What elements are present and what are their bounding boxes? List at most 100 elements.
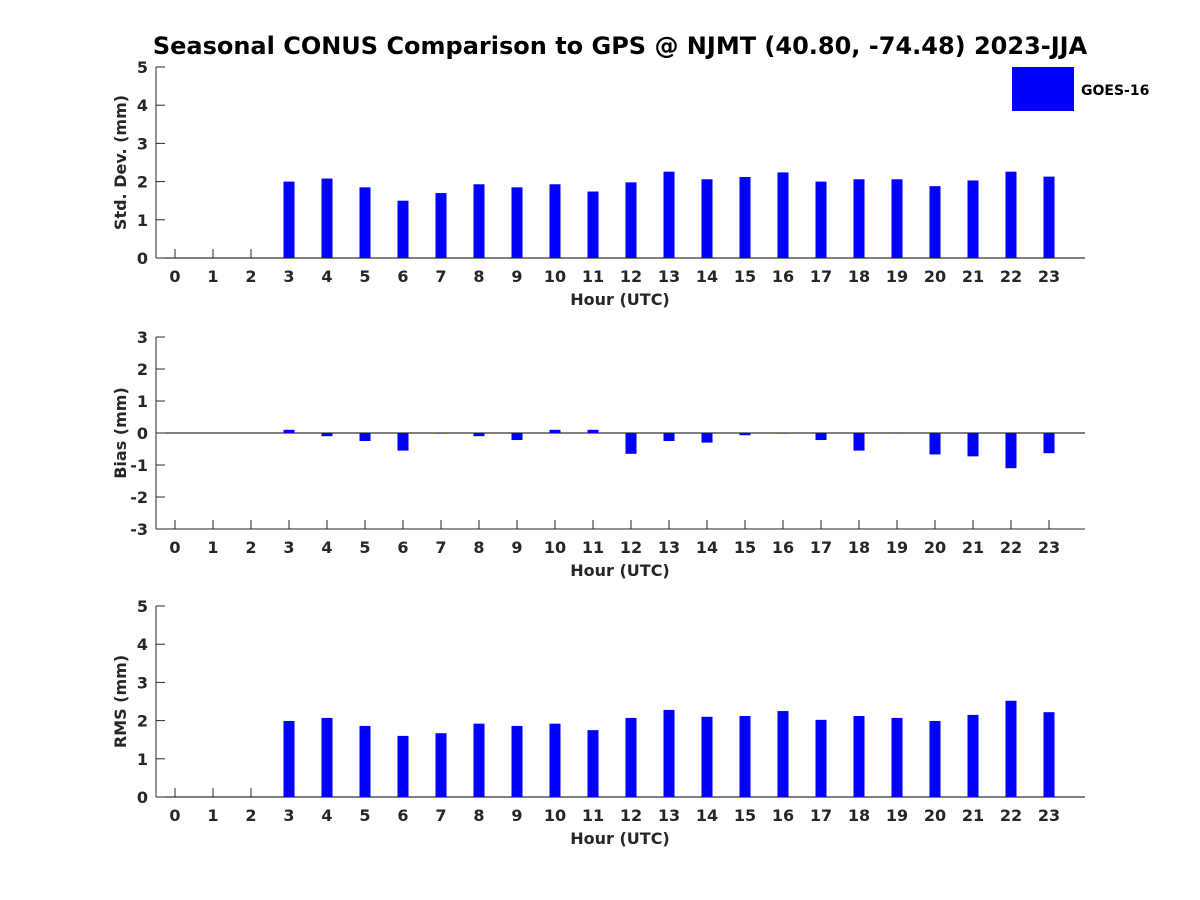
- bar-hour-11: [587, 191, 599, 258]
- bar-hour-3: [283, 720, 295, 797]
- x-tick-label: 13: [658, 538, 680, 557]
- x-tick-label: 6: [397, 538, 408, 557]
- x-tick-label: 16: [772, 267, 794, 286]
- x-tick-label: 21: [962, 538, 984, 557]
- bar-hour-23: [1043, 712, 1055, 797]
- bar-hour-21: [967, 433, 979, 457]
- bar-hour-13: [663, 709, 675, 797]
- x-tick-label: 16: [772, 538, 794, 557]
- y-axis-label: RMS (mm): [111, 655, 130, 748]
- x-tick-label: 9: [511, 538, 522, 557]
- bar-hour-15: [739, 433, 751, 436]
- y-tick-label: -2: [130, 488, 148, 507]
- x-tick-label: 10: [544, 806, 566, 825]
- bar-hour-18: [853, 433, 865, 451]
- bar-hour-3: [283, 181, 295, 258]
- x-tick-label: 12: [620, 538, 642, 557]
- bar-hour-10: [549, 184, 561, 258]
- bar-hour-17: [815, 433, 827, 441]
- x-tick-label: 1: [207, 267, 218, 286]
- x-tick-label: 11: [582, 806, 604, 825]
- bar-hour-13: [663, 171, 675, 258]
- x-axis-label: Hour (UTC): [570, 290, 670, 309]
- bar-hour-22: [1005, 171, 1017, 258]
- y-tick-label: 1: [137, 750, 148, 769]
- y-tick-label: -3: [130, 520, 148, 539]
- bar-hour-23: [1043, 176, 1055, 258]
- x-tick-label: 4: [321, 267, 332, 286]
- x-tick-label: 0: [169, 806, 180, 825]
- x-tick-label: 12: [620, 806, 642, 825]
- bar-hour-22: [1005, 433, 1017, 469]
- bar-hour-10: [549, 723, 561, 797]
- x-tick-label: 2: [245, 538, 256, 557]
- y-tick-label: 3: [137, 673, 148, 692]
- x-tick-label: 17: [810, 538, 832, 557]
- bar-hour-19: [891, 433, 903, 434]
- x-tick-label: 2: [245, 267, 256, 286]
- bar-hour-9: [511, 433, 523, 441]
- x-tick-label: 5: [359, 267, 370, 286]
- x-tick-label: 7: [435, 538, 446, 557]
- bar-hour-12: [625, 182, 637, 258]
- bar-hour-8: [473, 433, 485, 437]
- x-tick-label: 0: [169, 267, 180, 286]
- y-tick-label: 0: [137, 249, 148, 268]
- x-tick-label: 18: [848, 267, 870, 286]
- bar-hour-11: [587, 730, 599, 797]
- x-tick-label: 21: [962, 806, 984, 825]
- x-tick-label: 12: [620, 267, 642, 286]
- x-tick-label: 15: [734, 538, 756, 557]
- bar-hour-19: [891, 717, 903, 797]
- bar-hour-20: [929, 433, 941, 455]
- y-tick-label: 4: [137, 96, 148, 115]
- bar-hour-16: [777, 172, 789, 258]
- bar-hour-17: [815, 719, 827, 797]
- x-tick-label: 1: [207, 538, 218, 557]
- y-tick-label: 2: [137, 173, 148, 192]
- x-tick-label: 22: [1000, 267, 1022, 286]
- bar-hour-7: [435, 193, 447, 258]
- x-tick-label: 20: [924, 538, 946, 557]
- bar-hour-8: [473, 723, 485, 797]
- bar-hour-21: [967, 180, 979, 258]
- bar-hour-18: [853, 716, 865, 797]
- x-tick-label: 19: [886, 267, 908, 286]
- x-tick-label: 5: [359, 538, 370, 557]
- y-tick-label: 0: [137, 788, 148, 807]
- x-tick-label: 3: [283, 267, 294, 286]
- bar-hour-9: [511, 725, 523, 797]
- y-tick-label: 5: [137, 597, 148, 616]
- bar-hour-14: [701, 716, 713, 797]
- x-tick-label: 9: [511, 267, 522, 286]
- legend-swatch-goes-16: [1012, 67, 1074, 111]
- y-tick-label: 3: [137, 328, 148, 347]
- bar-hour-19: [891, 179, 903, 258]
- x-tick-label: 20: [924, 267, 946, 286]
- y-tick-label: -1: [130, 456, 148, 475]
- bar-hour-15: [739, 177, 751, 258]
- y-axis-label: Bias (mm): [111, 387, 130, 479]
- bar-hour-5: [359, 725, 371, 797]
- bar-hour-20: [929, 186, 941, 258]
- x-tick-label: 20: [924, 806, 946, 825]
- x-tick-label: 8: [473, 806, 484, 825]
- x-tick-label: 14: [696, 806, 718, 825]
- bar-hour-23: [1043, 433, 1055, 454]
- x-tick-label: 10: [544, 538, 566, 557]
- bar-hour-21: [967, 714, 979, 797]
- x-tick-label: 5: [359, 806, 370, 825]
- x-tick-label: 6: [397, 267, 408, 286]
- y-tick-label: 0: [137, 424, 148, 443]
- x-tick-label: 0: [169, 538, 180, 557]
- x-tick-label: 13: [658, 806, 680, 825]
- x-tick-label: 9: [511, 806, 522, 825]
- x-tick-label: 22: [1000, 806, 1022, 825]
- x-tick-label: 23: [1038, 538, 1060, 557]
- x-tick-label: 3: [283, 806, 294, 825]
- bar-hour-9: [511, 187, 523, 258]
- y-tick-label: 5: [137, 58, 148, 77]
